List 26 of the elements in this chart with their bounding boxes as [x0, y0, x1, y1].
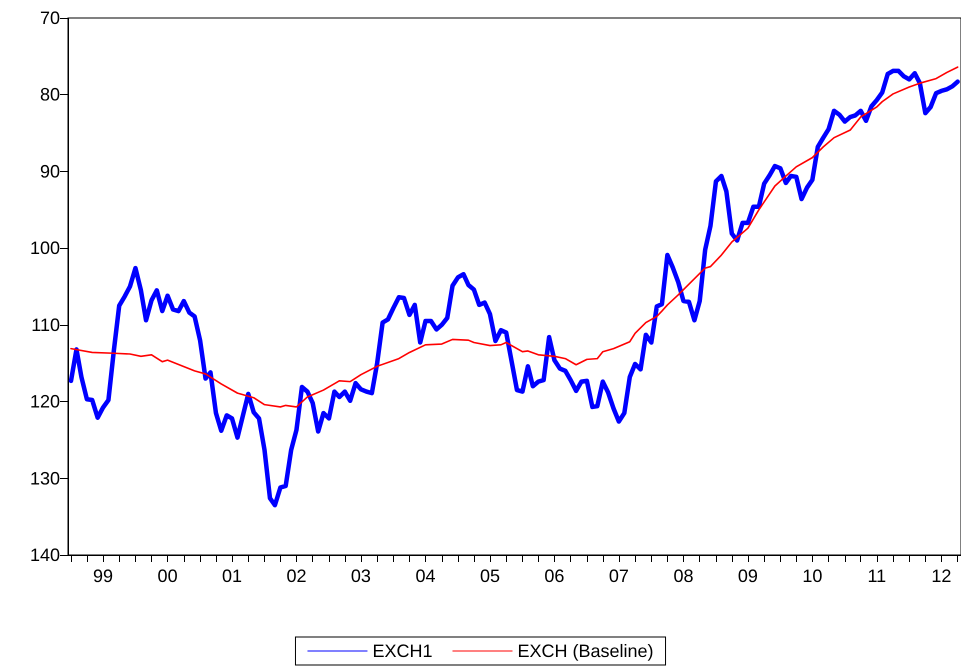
x-tick-label: 05	[480, 566, 500, 586]
x-tick-label: 99	[92, 566, 113, 586]
x-tick-label: 02	[286, 566, 306, 586]
x-tick-label: 07	[608, 566, 629, 586]
x-tick-label: 04	[416, 566, 436, 586]
line-series	[68, 68, 960, 508]
x-tick-label: 10	[802, 566, 822, 586]
y-tick-label: 120	[30, 392, 60, 412]
y-tick-label: 80	[40, 84, 60, 105]
y-tick-label: 110	[31, 314, 60, 335]
x-tick-label: 12	[931, 566, 952, 586]
x-tick-label: 00	[158, 566, 178, 586]
legend-label: EXCH (Baseline)	[517, 641, 654, 661]
y-tick-label: 70	[40, 8, 60, 28]
x-tick-label: 11	[867, 566, 886, 586]
legend-label: EXCH1	[372, 641, 432, 661]
y-tick-label: 140	[30, 545, 60, 565]
y-tick-label: 130	[30, 468, 60, 488]
y-tick-label: 90	[40, 161, 60, 182]
x-tick-label: 01	[222, 566, 242, 586]
x-tick-label: 09	[738, 566, 758, 586]
x-tick-label: 03	[350, 566, 371, 586]
x-tick-label: 08	[673, 566, 694, 586]
line-series	[70, 66, 958, 408]
x-tick-label: 06	[544, 566, 564, 586]
y-tick-label: 100	[30, 238, 60, 258]
